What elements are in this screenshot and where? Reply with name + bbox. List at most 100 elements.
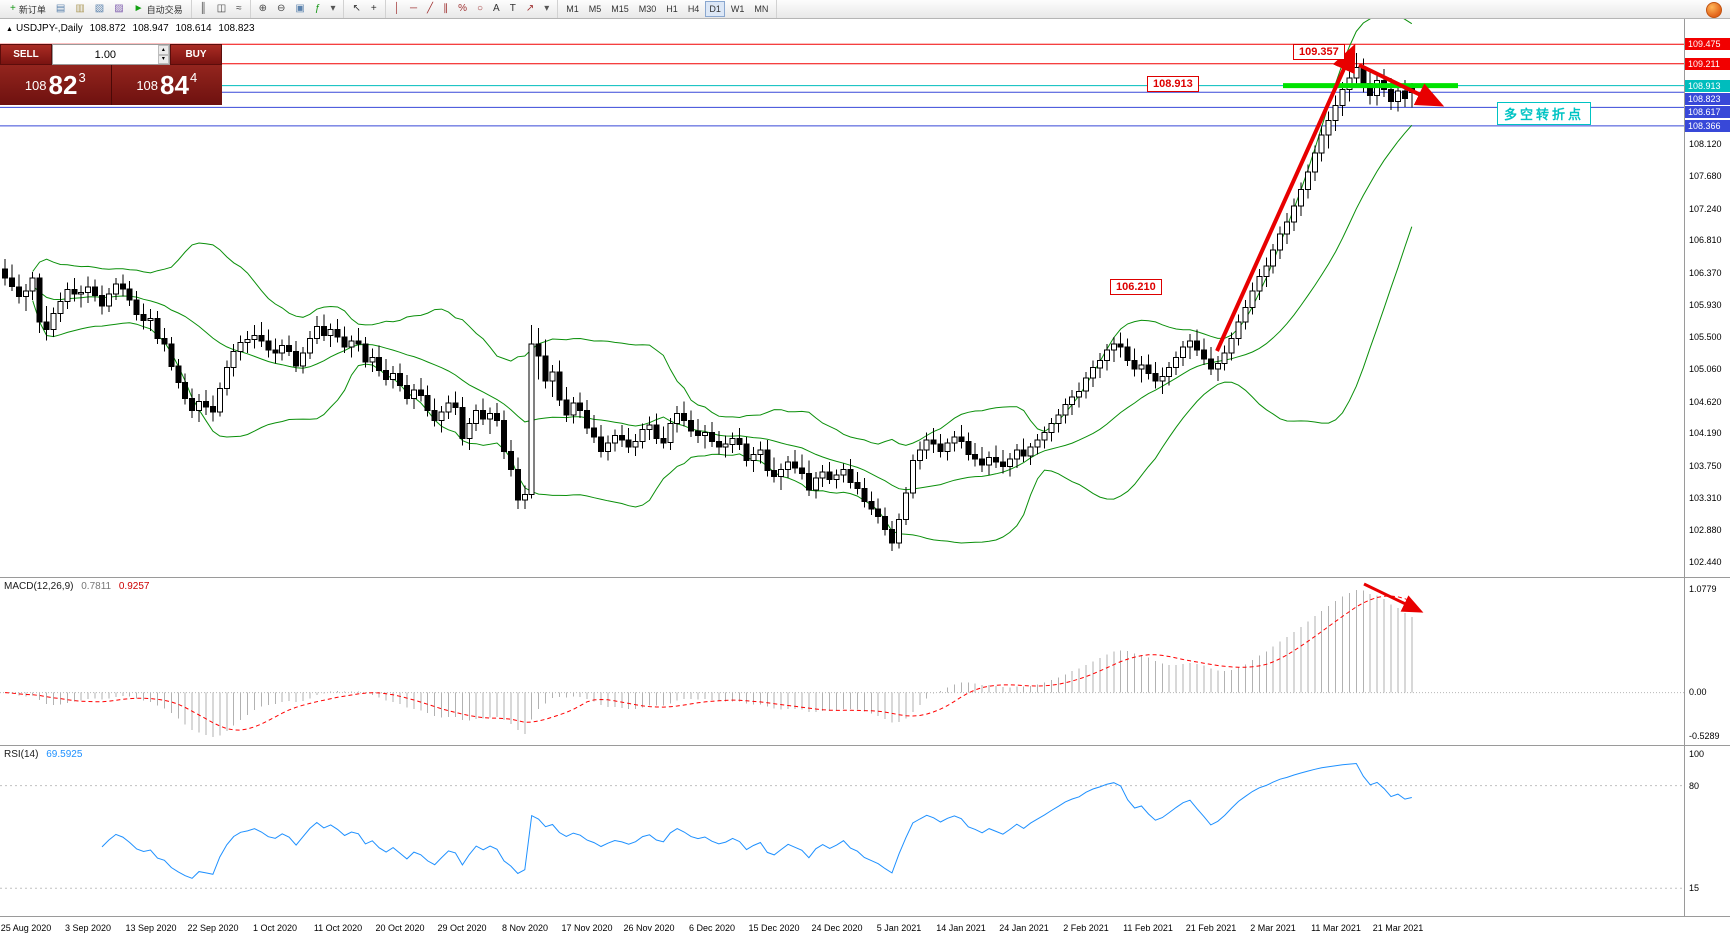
new-order-button[interactable]: + 新订单 bbox=[6, 1, 50, 17]
tile-windows-button[interactable]: ▣ bbox=[291, 1, 308, 17]
cursor-group: ↖ + bbox=[344, 0, 386, 18]
trend-arrows bbox=[1215, 43, 1445, 352]
time-axis-label: 6 Dec 2020 bbox=[688, 923, 736, 933]
macd-pane[interactable] bbox=[0, 578, 1684, 745]
line-chart-button[interactable]: ≈ bbox=[232, 1, 246, 17]
volume-increase-button[interactable]: ▴ bbox=[157, 45, 169, 55]
price-tick-label: 103.750 bbox=[1689, 461, 1722, 471]
price-tick-label: 107.240 bbox=[1689, 204, 1722, 214]
sell-price-point: 3 bbox=[78, 69, 86, 85]
shapes-button[interactable]: ○ bbox=[473, 1, 487, 17]
chart-ohlc-info: ▲ USDJPY-,Daily 108.872 108.947 108.614 1… bbox=[6, 23, 259, 34]
buy-button[interactable]: BUY bbox=[170, 44, 222, 65]
pane-divider[interactable] bbox=[0, 745, 1730, 746]
price-line-label: 109.211 bbox=[1685, 58, 1730, 70]
zoom-in-button[interactable]: ⊕ bbox=[255, 1, 271, 17]
zoom-out-button[interactable]: ⊖ bbox=[273, 1, 289, 17]
price-tick-label: 105.060 bbox=[1689, 364, 1722, 374]
bollinger-upper-line bbox=[32, 19, 1413, 446]
chart-type-group: ║ ◫ ≈ bbox=[192, 0, 251, 18]
ohlc-high: 108.947 bbox=[132, 23, 169, 34]
price-tick-label: 106.370 bbox=[1689, 268, 1722, 278]
volume-input[interactable] bbox=[53, 45, 158, 64]
crosshair-button[interactable]: + bbox=[367, 1, 381, 17]
price-line-label: 109.475 bbox=[1685, 38, 1730, 50]
price-tick-label: 107.680 bbox=[1689, 171, 1722, 181]
community-icon[interactable] bbox=[1706, 2, 1722, 18]
timeframe-d1-button[interactable]: D1 bbox=[705, 1, 725, 17]
cursor-button[interactable]: ↖ bbox=[348, 1, 364, 17]
support-price-annotation[interactable]: 106.210 bbox=[1110, 279, 1162, 295]
price-line-label: 108.913 bbox=[1685, 80, 1730, 92]
price-tick-label: 106.810 bbox=[1689, 235, 1722, 245]
sell-price-display[interactable]: 108 82 3 bbox=[0, 65, 112, 105]
candlestick-chart-button[interactable]: ◫ bbox=[213, 1, 230, 17]
time-axis-label: 5 Jan 2021 bbox=[876, 923, 922, 933]
bar-chart-button[interactable]: ║ bbox=[196, 1, 211, 17]
turning-point-note[interactable]: 多空转折点 bbox=[1497, 102, 1592, 125]
arrows-button[interactable]: ↗ bbox=[522, 1, 538, 17]
indicators-button[interactable]: ƒ bbox=[311, 1, 325, 17]
auto-trading-button[interactable]: ► 自动交易 bbox=[130, 1, 187, 17]
timeframe-m30-button[interactable]: M30 bbox=[635, 1, 661, 17]
pane-divider bbox=[0, 916, 1730, 917]
buy-price-point: 4 bbox=[189, 69, 198, 85]
time-axis-label: 14 Jan 2021 bbox=[936, 923, 986, 933]
macd-signal-value: 0.9257 bbox=[118, 581, 150, 592]
indicators-caret[interactable]: ▾ bbox=[326, 1, 339, 17]
text-button[interactable]: A bbox=[489, 1, 504, 17]
vertical-line-button[interactable]: │ bbox=[390, 1, 404, 17]
timeframe-m5-button[interactable]: M5 bbox=[585, 1, 606, 17]
time-axis-label: 24 Jan 2021 bbox=[999, 923, 1049, 933]
rsi-pane[interactable] bbox=[0, 746, 1684, 916]
file-group: + 新订单 ▤ ▥ ▧ ▨ ► 自动交易 bbox=[2, 0, 192, 18]
price-tick-label: 105.930 bbox=[1689, 300, 1722, 310]
main-toolbar: + 新订单 ▤ ▥ ▧ ▨ ► 自动交易 ║ ◫ ≈ ⊕ ⊖ ▣ ƒ ▾ ↖ + │ ─ ╱ ∥% ○ A T ↗ ▾ M1 M5 M15… bbox=[0, 0, 1730, 19]
terminal-icon-button[interactable]: ▨ bbox=[110, 1, 127, 17]
volume-control: ▴ ▾ bbox=[52, 44, 170, 65]
timeframe-mn-button[interactable]: MN bbox=[750, 1, 772, 17]
timeframe-h1-button[interactable]: H1 bbox=[662, 1, 682, 17]
macd-axis-label: -0.5289 bbox=[1689, 731, 1720, 741]
rsi-line bbox=[101, 762, 1412, 879]
pivot-price-annotation[interactable]: 108.913 bbox=[1147, 76, 1199, 92]
sell-button[interactable]: SELL bbox=[0, 44, 52, 65]
arrows-caret[interactable]: ▾ bbox=[540, 1, 553, 17]
time-axis-label: 29 Oct 2020 bbox=[437, 923, 487, 933]
data-window-icon-button[interactable]: ▥ bbox=[71, 1, 88, 17]
sell-price-whole: 108 bbox=[24, 77, 47, 93]
rsi-indicator-label: RSI(14) 69.5925 bbox=[4, 749, 87, 760]
fibonacci-button[interactable]: % bbox=[454, 1, 471, 17]
volume-decrease-button[interactable]: ▾ bbox=[157, 54, 169, 64]
buy-price-whole: 108 bbox=[136, 77, 159, 93]
buy-price-display[interactable]: 108 84 4 bbox=[111, 65, 222, 105]
channel-button[interactable]: ∥ bbox=[439, 1, 452, 17]
price-chart[interactable] bbox=[0, 19, 1684, 577]
horizontal-line-button[interactable]: ─ bbox=[406, 1, 421, 17]
macd-axis-label: 0.00 bbox=[1689, 687, 1707, 697]
time-axis-label: 1 Oct 2020 bbox=[252, 923, 298, 933]
macd-value: 0.7811 bbox=[81, 581, 112, 592]
label-button[interactable]: T bbox=[506, 1, 520, 17]
zoom-group: ⊕ ⊖ ▣ ƒ ▾ bbox=[251, 0, 345, 18]
timeframe-m1-button[interactable]: M1 bbox=[562, 1, 583, 17]
navigator-icon-button[interactable]: ▧ bbox=[91, 1, 108, 17]
pane-divider[interactable] bbox=[0, 577, 1730, 578]
time-axis-label: 24 Dec 2020 bbox=[811, 923, 863, 933]
timeframe-w1-button[interactable]: W1 bbox=[727, 1, 749, 17]
macd-axis-label: 1.0779 bbox=[1689, 584, 1717, 594]
timeframe-m15-button[interactable]: M15 bbox=[607, 1, 633, 17]
price-tick-label: 102.880 bbox=[1689, 525, 1722, 535]
price-tick-label: 104.620 bbox=[1689, 397, 1722, 407]
market-watch-icon-button[interactable]: ▤ bbox=[52, 1, 69, 17]
sell-price-pips: 82 bbox=[48, 70, 78, 100]
macd-histogram bbox=[11, 590, 1413, 737]
price-tick-label: 102.440 bbox=[1689, 557, 1722, 567]
peak-price-annotation[interactable]: 109.357 bbox=[1293, 44, 1345, 60]
macd-arrow bbox=[1363, 582, 1424, 613]
draw-group: │ ─ ╱ ∥% ○ A T ↗ ▾ bbox=[386, 0, 559, 18]
timeframe-h4-button[interactable]: H4 bbox=[684, 1, 704, 17]
trendline-button[interactable]: ╱ bbox=[423, 1, 437, 17]
